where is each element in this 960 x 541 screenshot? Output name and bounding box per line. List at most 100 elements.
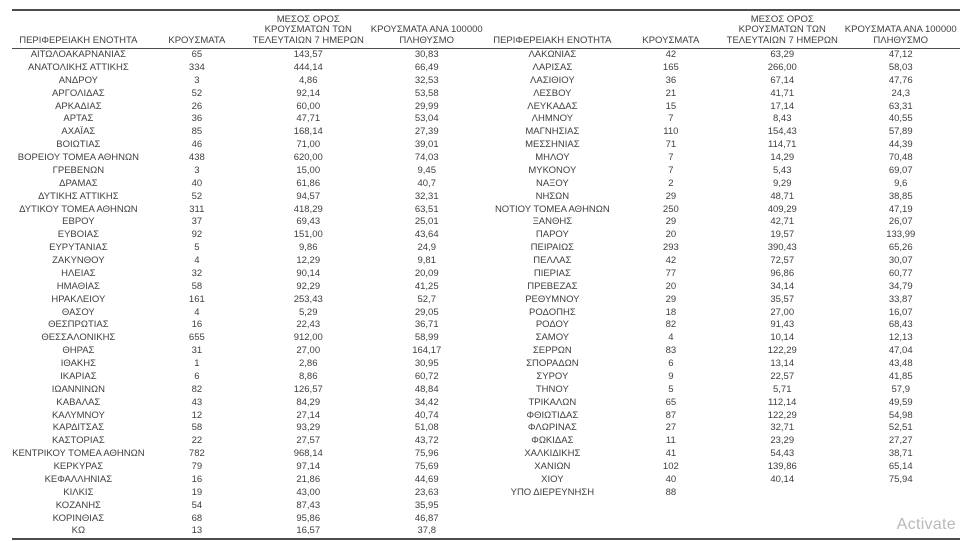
avg7-value: 95,86: [296, 512, 321, 524]
table-row: ΑΝΔΡΟΥ 3 4,86 32,53: [12, 75, 486, 88]
avg7-value: 15,00: [296, 164, 321, 176]
cases-value: 20: [665, 280, 677, 292]
cases-value: 311: [189, 203, 205, 215]
table-row: ΑΡΚΑΔΙΑΣ 26 60,00 29,99: [12, 101, 486, 114]
per100k-value: 9,45: [417, 164, 436, 176]
table-row: ΠΡΕΒΕΖΑΣ 20 34,14 34,79: [486, 281, 960, 294]
cases-value: 87: [665, 409, 677, 421]
per100k-value: 47,12: [888, 49, 913, 60]
cases-value: 83: [665, 345, 677, 357]
region-name: ΔΥΤΙΚΗΣ ΑΤΤΙΚΗΣ: [38, 190, 119, 202]
avg7-value: 5,29: [298, 306, 318, 318]
cases-value: 18: [665, 306, 677, 318]
table-row: ΤΗΝΟΥ 5 5,71 57,9: [486, 384, 960, 397]
cases-value: 12: [191, 409, 203, 421]
table-row: ΚΟΖΑΝΗΣ 54 87,43 35,95: [12, 500, 486, 513]
per100k-value: 30,83: [414, 49, 439, 60]
per100k-value: 32,53: [414, 74, 439, 86]
region-name: ΞΑΝΘΗΣ: [532, 216, 573, 228]
avg7-value: 32,71: [770, 422, 795, 434]
per100k-value: 40,7: [417, 177, 436, 189]
cases-value: 85: [191, 126, 203, 138]
region-name: ΛΕΥΚΑΔΑΣ: [527, 100, 578, 112]
table-row: ΑΧΑΪΑΣ 85 168,14 27,39: [12, 126, 486, 139]
per100k-value: 27,39: [414, 126, 439, 138]
cases-value: 7: [668, 164, 674, 176]
cases-value: 293: [662, 242, 679, 254]
region-name: ΡΟΔΟΥ: [535, 319, 569, 331]
cases-value: 65: [191, 49, 203, 60]
region-name: ΑΧΑΪΑΣ: [61, 126, 96, 138]
cases-value: 29: [665, 293, 677, 305]
region-name: ΒΟΙΩΤΙΑΣ: [56, 139, 101, 151]
cases-value: 42: [665, 49, 677, 60]
table-row: ΣΥΡΟΥ 9 22,57 41,85: [486, 371, 960, 384]
avg7-value: 620,00: [293, 152, 323, 163]
col-header-avg7-line2: ΚΡΟΥΣΜΑΤΩΝ ΤΩΝ: [264, 24, 352, 35]
avg7-value: 4,86: [298, 74, 318, 86]
per100k-value: 47,19: [888, 203, 913, 215]
table-row: ΝΑΞΟΥ 2 9,29 9,6: [486, 178, 960, 191]
table-row: ΕΒΡΟΥ 37 69,43 25,01: [12, 216, 486, 229]
col-header-avg7-line1: ΜΕΣΟΣ ΟΡΟΣ: [276, 13, 340, 25]
table-row: ΧΙΟΥ 40 40,14 75,94: [486, 474, 960, 487]
table-row: ΚΟΡΙΝΘΙΑΣ 68 95,86 46,87: [12, 513, 486, 526]
cases-tables-container: ΠΕΡΙΦΕΡΕΙΑΚΗ ΕΝΟΤΗΤΑ ΚΡΟΥΣΜΑΤΑ ΜΕΣΟΣ ΟΡΟ…: [12, 9, 960, 541]
avg7-value: 122,29: [767, 345, 797, 357]
avg7-value: 13,14: [770, 358, 795, 369]
cases-value: 9: [668, 370, 674, 382]
table-row: ΜΗΛΟΥ 7 14,29 70,48: [486, 152, 960, 165]
avg7-value: 9,29: [772, 177, 792, 189]
avg7-value: 9,86: [298, 242, 318, 254]
per100k-value: 164,17: [412, 345, 442, 357]
cases-value: 3: [194, 164, 200, 176]
avg7-value: 91,43: [770, 319, 795, 331]
table-row: ΚΑΛΥΜΝΟΥ 12 27,14 40,74: [12, 410, 486, 423]
avg7-value: 87,43: [296, 499, 321, 511]
table-row: ΣΠΟΡΑΔΩΝ 6 13,14 43,48: [486, 358, 960, 371]
table-row: ΕΥΒΟΙΑΣ 92 151,00 43,64: [12, 229, 486, 242]
region-name: ΘΑΣΟΥ: [61, 306, 95, 318]
region-name: ΣΠΟΡΑΔΩΝ: [526, 358, 579, 369]
table-row: ΚΙΛΚΙΣ 19 43,00 23,63: [12, 487, 486, 500]
per100k-value: 30,07: [888, 255, 913, 266]
avg7-value: 61,86: [296, 177, 321, 189]
cases-value: 3: [194, 74, 200, 86]
per100k-value: 27,27: [888, 435, 913, 447]
region-name: ΗΡΑΚΛΕΙΟΥ: [51, 293, 106, 305]
per100k-value: 29,99: [414, 100, 439, 112]
table-row: ΦΩΚΙΔΑΣ 11 23,29 27,27: [486, 435, 960, 448]
table-header-right: ΠΕΡΙΦΕΡΕΙΑΚΗ ΕΝΟΤΗΤΑ ΚΡΟΥΣΜΑΤΑ ΜΕΣΟΣ ΟΡΟ…: [486, 11, 960, 49]
table-row: ΑΙΤΩΛΟΑΚΑΡΝΑΝΙΑΣ 65 143,57 30,83: [12, 49, 486, 62]
cases-value: 29: [665, 216, 677, 228]
avg7-value: 154,43: [767, 126, 797, 138]
per100k-value: 53,04: [414, 113, 439, 125]
avg7-value: 69,43: [296, 216, 321, 228]
region-name: ΦΛΩΡΙΝΑΣ: [527, 422, 577, 434]
avg7-value: 67,14: [770, 74, 795, 86]
region-name: ΚΕΝΤΡΙΚΟΥ ΤΟΜΕΑ ΑΘΗΝΩΝ: [12, 448, 145, 460]
avg7-value: 444,14: [293, 61, 323, 73]
per100k-value: 36,71: [414, 319, 439, 331]
avg7-value: 23,29: [770, 435, 795, 447]
per100k-value: 65,14: [888, 461, 913, 472]
avg7-value: 92,29: [296, 280, 321, 292]
cases-value: 36: [665, 74, 677, 86]
avg7-value: 40,14: [770, 473, 795, 485]
per100k-value: 75,96: [414, 448, 439, 460]
per100k-value: 66,49: [414, 61, 439, 73]
cases-value: 43: [191, 396, 203, 408]
avg7-value: 94,57: [296, 190, 321, 202]
region-name: ΚΩ: [71, 525, 86, 537]
avg7-value: 19,57: [770, 229, 795, 241]
cases-value: 40: [665, 473, 677, 485]
table-body-right: ΛΑΚΩΝΙΑΣ 42 63,29 47,12 ΛΑΡΙΣΑΣ 165 266,00 58,0…: [486, 49, 960, 500]
col-header-avg7-line3: ΤΕΛΕΥΤΑΙΩΝ 7 ΗΜΕΡΩΝ: [252, 34, 364, 46]
region-name: ΙΚΑΡΙΑΣ: [60, 370, 97, 382]
table-row: ΛΕΥΚΑΔΑΣ 15 17,14 63,31: [486, 101, 960, 114]
cases-value: 110: [663, 126, 679, 138]
region-name: ΚΕΡΚΥΡΑΣ: [53, 461, 104, 472]
region-name: ΛΕΣΒΟΥ: [533, 87, 572, 99]
table-row: ΙΚΑΡΙΑΣ 6 8,86 60,72: [12, 371, 486, 384]
region-name: ΑΙΤΩΛΟΑΚΑΡΝΑΝΙΑΣ: [30, 49, 127, 60]
